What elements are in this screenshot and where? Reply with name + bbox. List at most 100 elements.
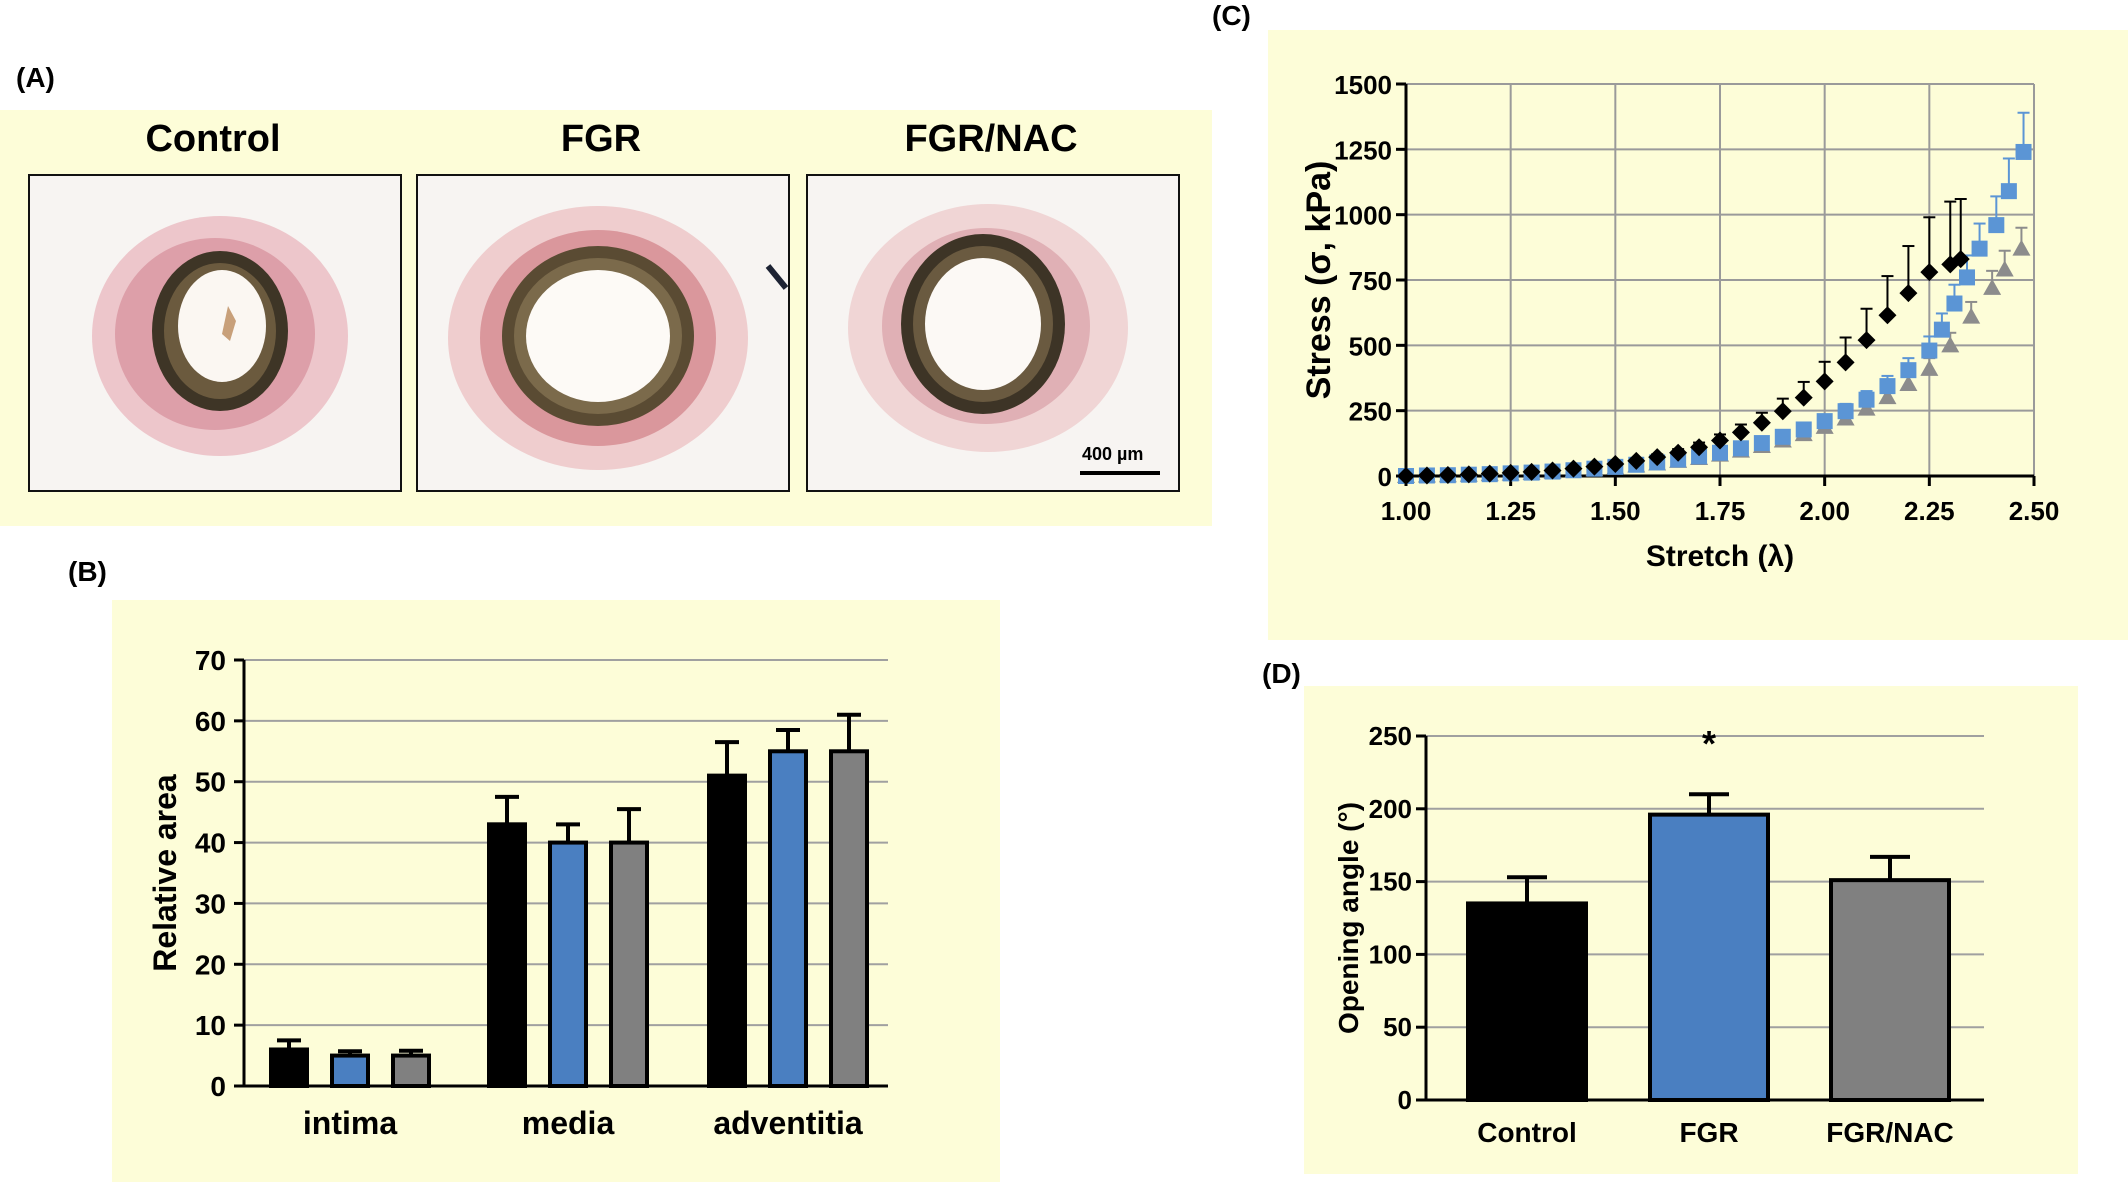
c-ytick-label: 250 xyxy=(1349,397,1392,427)
b-ylabel: Relative area xyxy=(147,774,183,972)
c-point-diamond xyxy=(1836,353,1855,372)
c-point-triangle xyxy=(1983,278,2002,295)
d-category-label: Control xyxy=(1477,1117,1577,1148)
c-point-diamond xyxy=(1669,443,1688,462)
b-ytick-label: 70 xyxy=(195,645,226,676)
micrograph-fgr xyxy=(416,174,790,492)
c-point-triangle xyxy=(1878,388,1897,405)
d-significance-marker: * xyxy=(1702,723,1716,764)
d-ytick-label: 50 xyxy=(1383,1012,1412,1042)
c-ylabel: Stress (σ, kPa) xyxy=(1300,161,1338,400)
c-xtick-label: 2.00 xyxy=(1799,496,1850,526)
c-point-square xyxy=(1988,217,2005,234)
d-ylabel: Opening angle (°) xyxy=(1333,802,1364,1034)
c-point-triangle xyxy=(1920,359,1939,376)
b-bar xyxy=(487,822,527,1088)
c-point-square xyxy=(1816,413,1833,430)
b-ytick-label: 30 xyxy=(195,888,226,919)
c-point-square xyxy=(1837,403,1854,420)
c-point-diamond xyxy=(1627,451,1646,470)
micrograph-control xyxy=(28,174,402,492)
micrograph-fgr-nac: 400 µm xyxy=(806,174,1180,492)
panel-c-background xyxy=(1268,30,2128,640)
d-category-label: FGR xyxy=(1679,1117,1738,1148)
c-point-square xyxy=(1858,391,1875,408)
d-category-label: FGR/NAC xyxy=(1826,1117,1954,1148)
c-point-diamond xyxy=(1773,402,1792,421)
c-xtick-label: 1.25 xyxy=(1485,496,1536,526)
c-xtick-label: 2.50 xyxy=(2009,496,2060,526)
c-point-square xyxy=(1959,269,1976,286)
c-point-square xyxy=(1795,421,1812,438)
c-point-square xyxy=(1933,321,1950,338)
b-bar xyxy=(548,840,588,1088)
b-bar xyxy=(609,840,649,1088)
b-ytick-label: 0 xyxy=(210,1071,226,1102)
c-point-triangle xyxy=(2012,239,2031,256)
c-xtick-label: 1.75 xyxy=(1695,496,1746,526)
panel-label-d: (D) xyxy=(1262,658,1301,689)
c-ytick-label: 1250 xyxy=(1334,135,1392,165)
b-ytick-label: 20 xyxy=(195,949,226,980)
c-point-square xyxy=(1691,448,1708,465)
c-point-diamond xyxy=(1438,465,1457,484)
b-category-label: adventitia xyxy=(713,1105,863,1141)
c-xlabel: Stretch (λ) xyxy=(1646,540,1794,573)
c-point-diamond xyxy=(1606,454,1625,473)
c-point-square xyxy=(1712,444,1728,461)
c-point-square xyxy=(1971,240,1988,257)
d-bar xyxy=(1466,901,1588,1102)
c-point-diamond xyxy=(1815,372,1834,391)
panel-label-b: (B) xyxy=(68,556,107,587)
c-point-diamond xyxy=(1794,388,1813,407)
b-ytick-label: 50 xyxy=(195,767,226,798)
c-ytick-label: 500 xyxy=(1349,331,1392,361)
c-point-diamond xyxy=(1501,463,1520,482)
c-point-triangle xyxy=(1899,375,1918,392)
c-xtick-label: 2.25 xyxy=(1904,496,1955,526)
c-point-diamond xyxy=(1522,462,1541,481)
b-bar xyxy=(707,773,747,1089)
c-point-triangle xyxy=(1995,260,2014,277)
b-category-label: media xyxy=(522,1105,615,1141)
c-point-diamond xyxy=(1690,438,1709,457)
c-ytick-label: 1000 xyxy=(1334,201,1392,231)
c-point-diamond xyxy=(1857,331,1876,350)
c-point-diamond xyxy=(1543,461,1562,480)
c-point-diamond xyxy=(1417,466,1436,485)
d-ytick-label: 200 xyxy=(1369,794,1412,824)
d-ytick-label: 100 xyxy=(1369,939,1412,969)
b-ytick-label: 10 xyxy=(195,1010,226,1041)
b-bar xyxy=(829,749,869,1088)
b-bar xyxy=(269,1047,309,1089)
d-ytick-label: 150 xyxy=(1369,867,1412,897)
b-ytick-label: 60 xyxy=(195,706,226,737)
b-bar xyxy=(391,1053,431,1088)
panel-label-c: (C) xyxy=(1212,0,1251,31)
c-point-diamond xyxy=(1564,459,1583,478)
c-ytick-label: 750 xyxy=(1349,266,1392,296)
scale-bar-label: 400 µm xyxy=(1082,444,1144,464)
c-point-diamond xyxy=(1899,284,1918,303)
c-xtick-label: 1.00 xyxy=(1381,496,1432,526)
d-ytick-label: 250 xyxy=(1369,721,1412,751)
c-point-diamond xyxy=(1480,464,1499,483)
c-point-triangle xyxy=(1962,307,1981,324)
b-category-label: intima xyxy=(303,1105,397,1141)
c-point-square xyxy=(1732,440,1749,457)
micrograph-title-control: Control xyxy=(145,118,281,160)
c-point-square xyxy=(1879,378,1896,395)
d-bar xyxy=(1648,812,1770,1103)
c-ytick-label: 1500 xyxy=(1334,70,1392,100)
b-ytick-label: 40 xyxy=(195,828,226,859)
c-xtick-label: 1.50 xyxy=(1590,496,1641,526)
d-bar xyxy=(1829,878,1951,1102)
c-point-triangle xyxy=(1941,336,1960,353)
d-ytick-label: 0 xyxy=(1398,1085,1412,1115)
c-point-square xyxy=(2000,183,2017,200)
c-point-diamond xyxy=(1711,431,1729,450)
c-ytick-label: 0 xyxy=(1378,462,1392,492)
c-point-diamond xyxy=(1951,250,1970,269)
b-bar xyxy=(768,749,808,1088)
